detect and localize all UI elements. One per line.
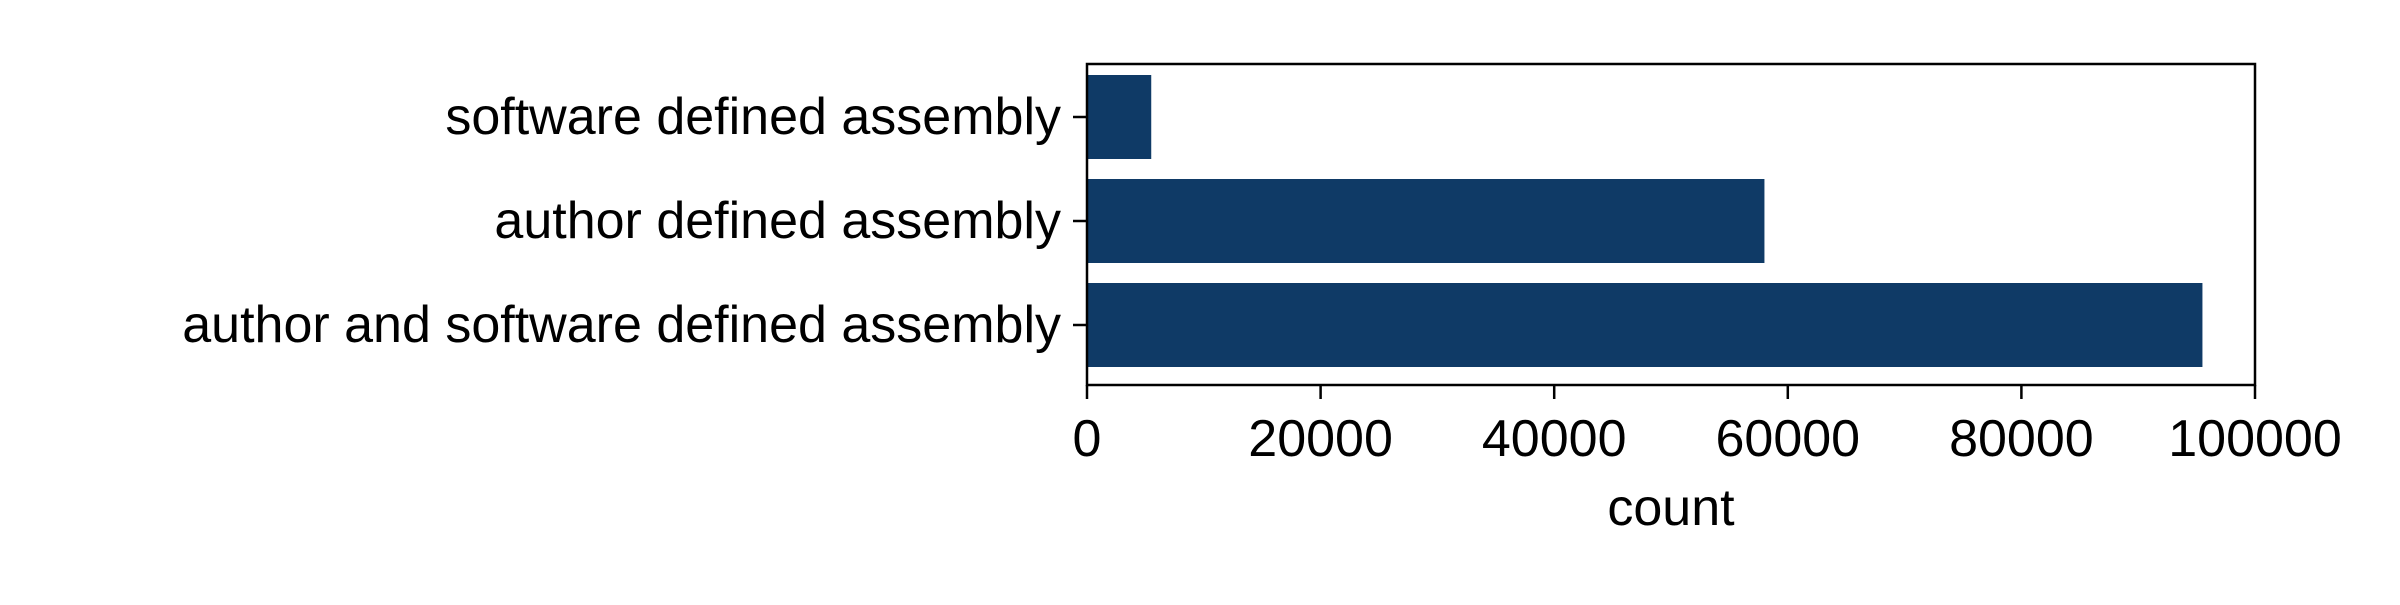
bars-layer <box>1087 75 2203 367</box>
x-axis-label: count <box>1607 479 1735 537</box>
bar-2 <box>1087 179 1765 263</box>
bar-3 <box>1087 283 2203 367</box>
x-tick-label: 0 <box>1073 410 1102 468</box>
y-tick-label: author defined assembly <box>494 192 1061 250</box>
x-tick-label: 40000 <box>1482 410 1627 468</box>
plot-area-frame <box>1085 62 2257 387</box>
x-tick-label: 100000 <box>2168 410 2342 468</box>
y-axis: software defined assembly author defined … <box>182 88 1087 354</box>
x-axis: 0 20000 40000 60000 80000 100000 <box>1073 385 2342 468</box>
x-tick-label: 20000 <box>1248 410 1393 468</box>
y-tick-label: author and software defined assembly <box>182 296 1061 354</box>
bar-1 <box>1087 75 1152 159</box>
x-tick-label: 60000 <box>1715 410 1860 468</box>
y-tick-label: software defined assembly <box>445 88 1061 146</box>
x-tick-label: 80000 <box>1949 410 2094 468</box>
